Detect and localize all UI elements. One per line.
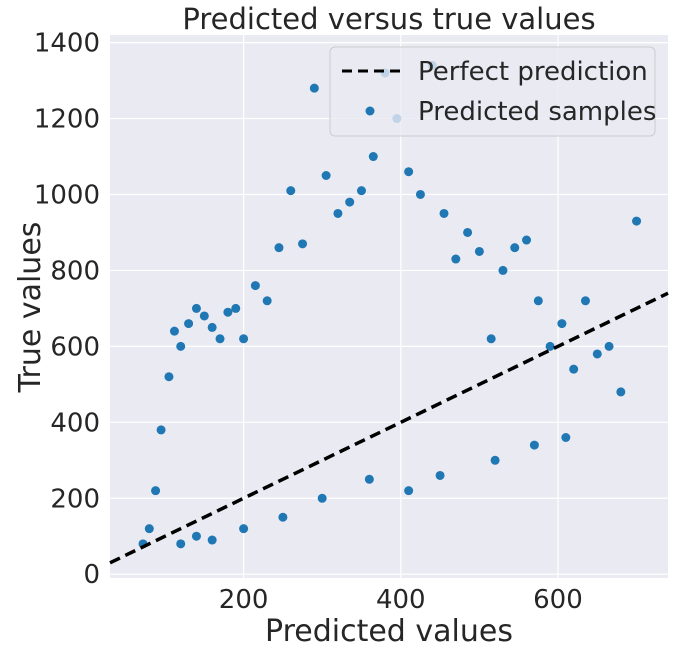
data-point (545, 341, 555, 351)
data-point (164, 372, 174, 382)
data-point (490, 455, 500, 465)
data-point (207, 322, 217, 332)
data-point (345, 197, 355, 207)
data-point (278, 512, 288, 522)
data-point (592, 349, 602, 359)
data-point (231, 303, 241, 313)
data-point (156, 425, 166, 435)
data-point (169, 326, 179, 336)
data-point (317, 493, 327, 503)
tick-labels: 200 400 600 0 200 400 600 800 1000 1200 1400 (34, 29, 583, 615)
data-point (439, 208, 449, 218)
data-point (151, 486, 161, 496)
legend-box (329, 46, 656, 137)
data-point (632, 216, 642, 226)
data-point (333, 208, 343, 218)
y-tick-label: 800 (50, 256, 100, 286)
y-tick-label: 400 (50, 408, 100, 438)
data-point (404, 486, 414, 496)
data-point (207, 535, 217, 545)
legend-point-swatch (365, 106, 375, 116)
data-point (569, 364, 579, 374)
data-point (262, 296, 272, 306)
x-tick-label: 200 (219, 585, 269, 615)
y-axis-title: True values (13, 222, 48, 394)
data-point (176, 341, 186, 351)
data-point (486, 334, 496, 344)
y-tick-label: 600 (50, 332, 100, 362)
data-point (368, 152, 378, 162)
data-point (561, 433, 571, 443)
data-point (223, 307, 233, 317)
y-tick-label: 0 (83, 560, 100, 590)
perfect-prediction-line (109, 291, 669, 565)
data-point (604, 341, 614, 351)
data-point (510, 243, 520, 253)
legend-label-samples: Predicted samples (418, 97, 656, 127)
data-point (191, 303, 201, 313)
data-point (557, 319, 567, 329)
y-tick-label: 1200 (34, 105, 100, 135)
data-point (435, 470, 445, 480)
data-point (309, 83, 319, 93)
data-point (239, 334, 249, 344)
legend-label-perfect: Perfect prediction (418, 57, 648, 87)
data-point (529, 440, 539, 450)
y-tick-label: 1000 (34, 180, 100, 210)
y-tick-label: 200 (50, 484, 100, 514)
data-point (616, 387, 626, 397)
data-point (191, 531, 201, 541)
data-point (144, 524, 154, 534)
data-point (321, 170, 331, 180)
data-point (415, 189, 425, 199)
x-tick-label: 600 (533, 585, 583, 615)
data-point (239, 524, 249, 534)
data-point (498, 265, 508, 275)
data-point (250, 281, 260, 291)
data-point (580, 296, 590, 306)
data-point (184, 319, 194, 329)
data-point (533, 296, 543, 306)
x-axis-title: Predicted values (265, 614, 513, 649)
data-point (298, 239, 308, 249)
data-point (522, 235, 532, 245)
legend: Perfect prediction Predicted samples (329, 46, 656, 137)
data-point (463, 227, 473, 237)
data-point (474, 246, 484, 256)
data-point (364, 474, 374, 484)
data-point (215, 334, 225, 344)
x-tick-label: 400 (376, 585, 426, 615)
data-point (199, 311, 209, 321)
chart-title: Predicted versus true values (182, 2, 595, 36)
data-point (356, 186, 366, 196)
y-tick-label: 1400 (34, 29, 100, 59)
data-point (176, 539, 186, 549)
data-point (286, 186, 296, 196)
data-point (404, 167, 414, 177)
data-point (274, 243, 284, 253)
data-point (451, 254, 461, 264)
